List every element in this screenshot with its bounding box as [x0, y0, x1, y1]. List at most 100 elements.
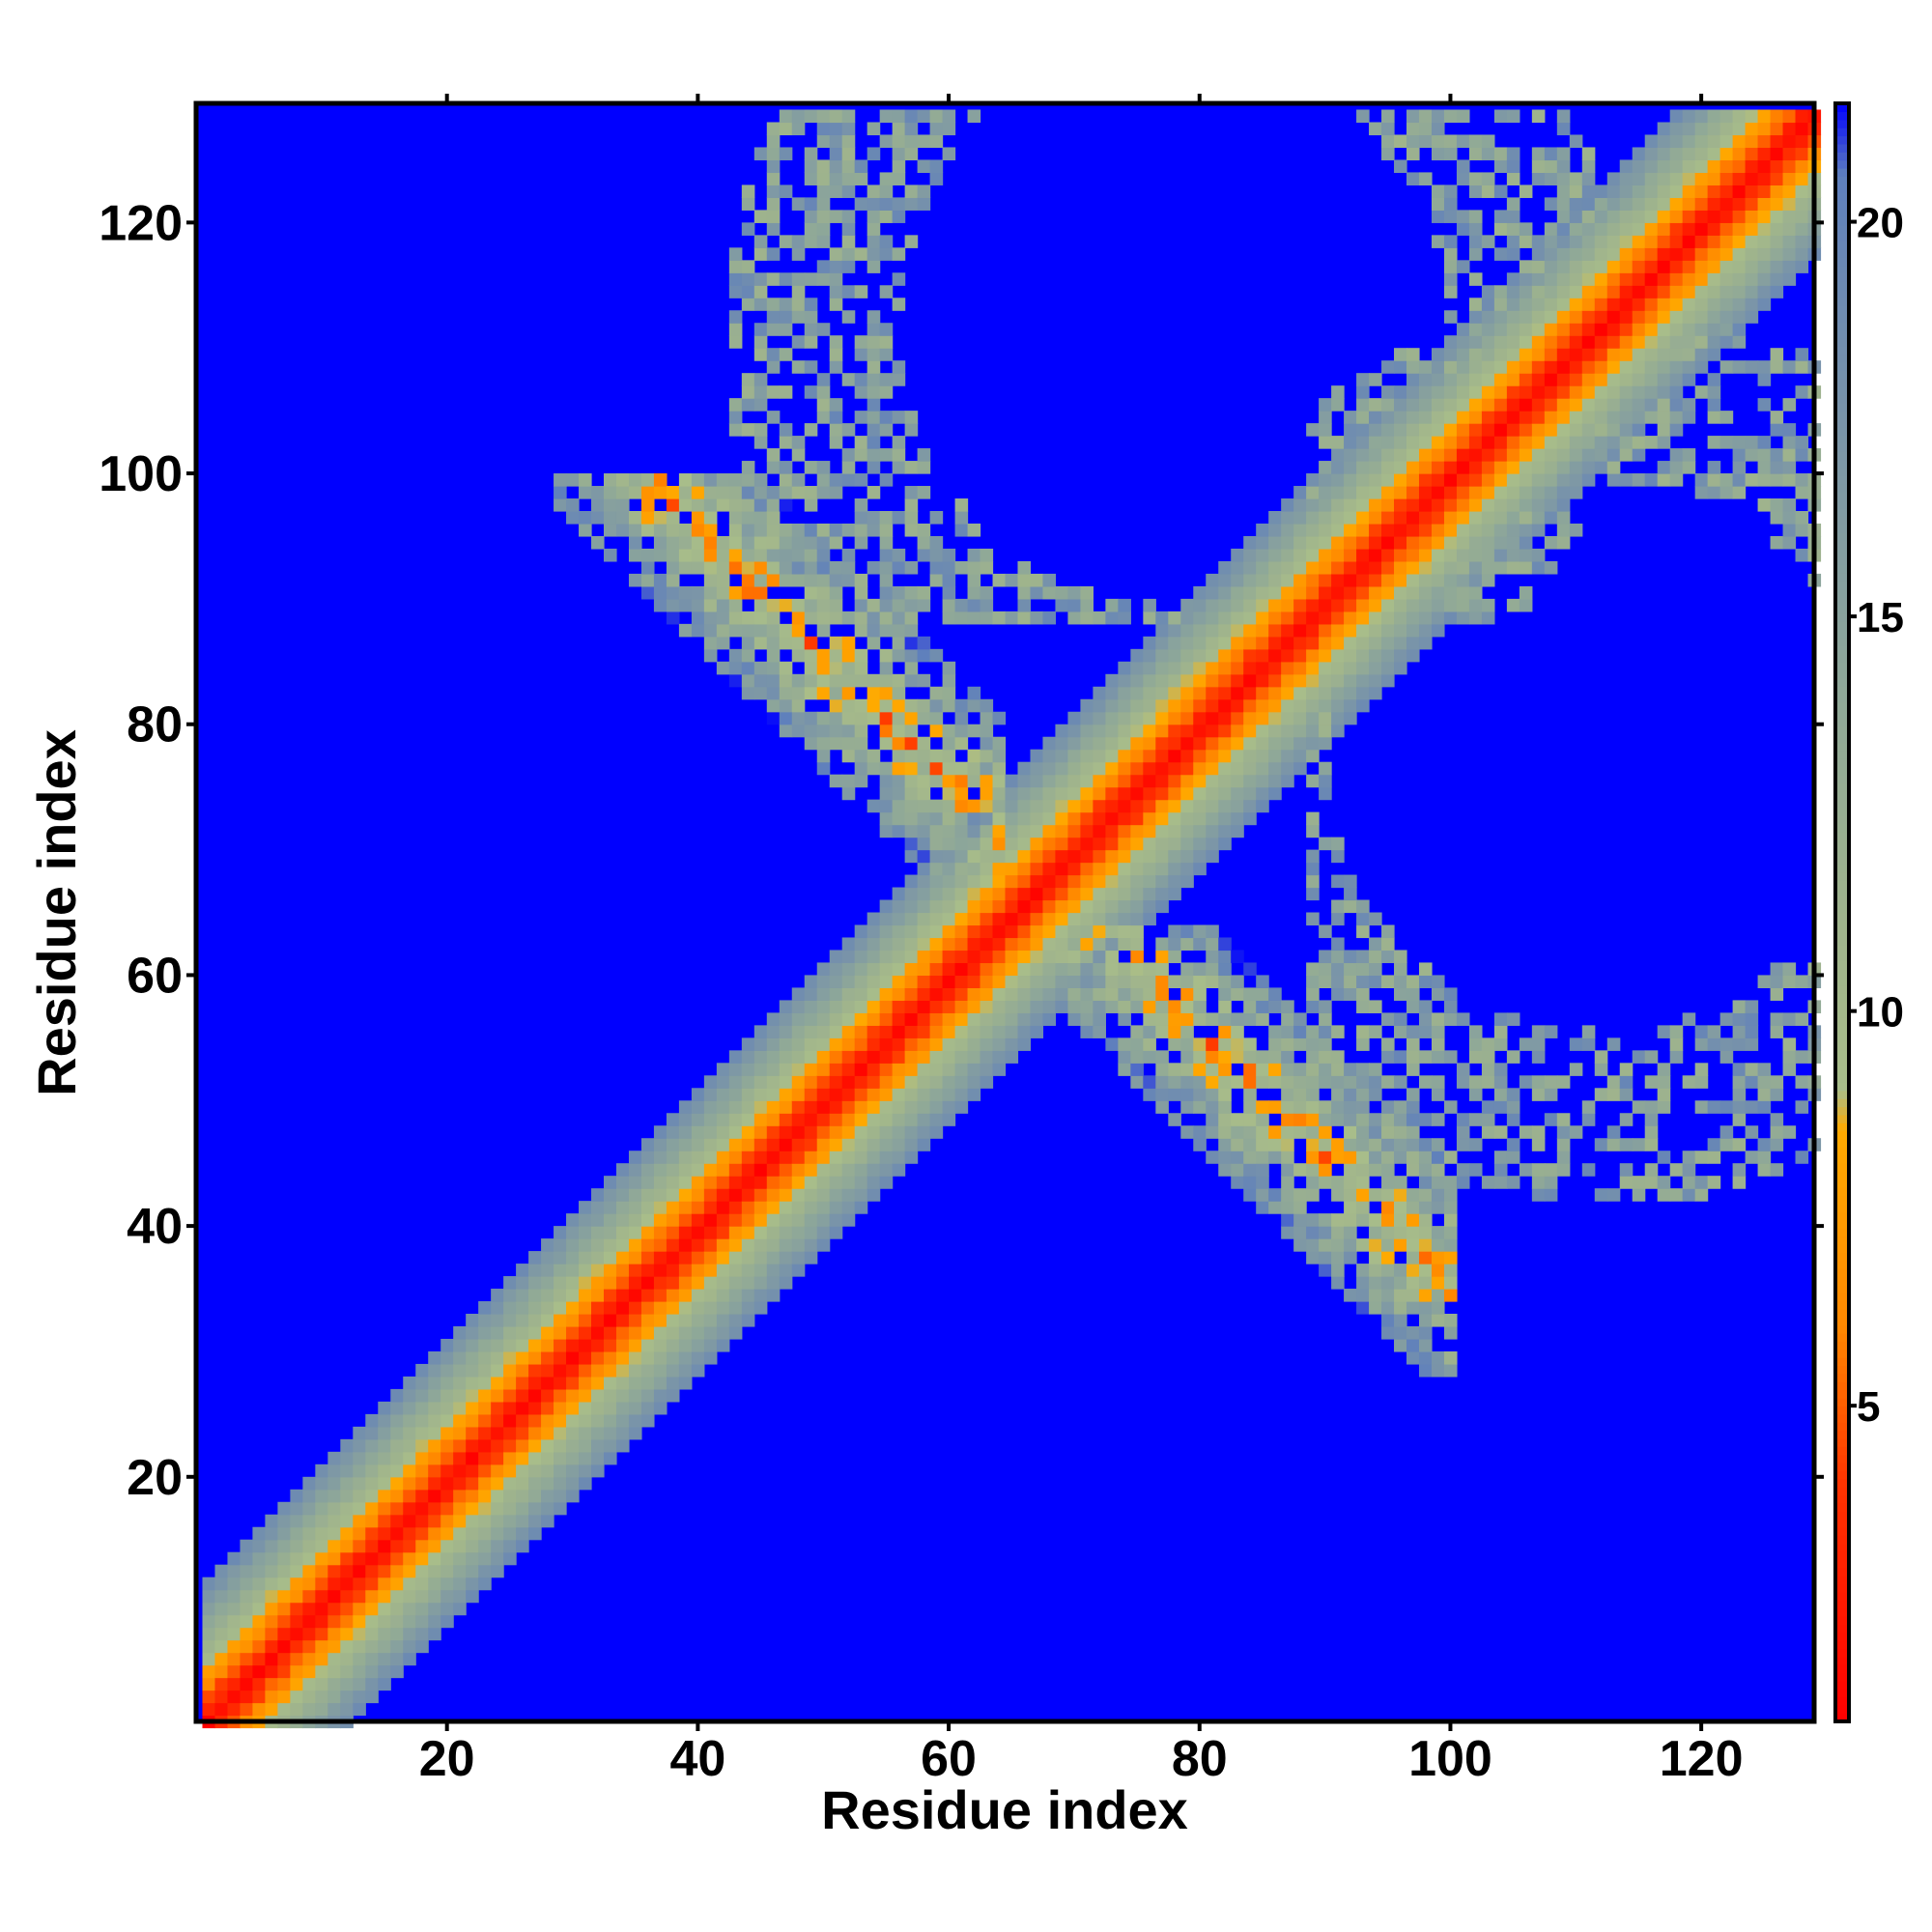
heatmap-cell: [1180, 661, 1194, 675]
heatmap-cell: [1669, 210, 1684, 223]
heatmap-cell: [1206, 761, 1219, 776]
heatmap-cell: [1206, 648, 1219, 663]
heatmap-cell: [1256, 523, 1269, 537]
heatmap-cell: [1281, 749, 1294, 763]
heatmap-cell: [1243, 987, 1257, 1001]
heatmap-cell: [1293, 498, 1307, 512]
heatmap-cell: [942, 1025, 956, 1038]
heatmap-cell: [1293, 698, 1307, 713]
heatmap-cell: [579, 1350, 592, 1365]
heatmap-cell: [942, 611, 956, 625]
heatmap-cell: [753, 1251, 768, 1264]
heatmap-cell: [1644, 147, 1659, 161]
heatmap-cell: [628, 486, 642, 499]
heatmap-cell: [327, 1463, 341, 1478]
heatmap-cell: [453, 1526, 467, 1541]
heatmap-cell: [779, 348, 793, 361]
heatmap-cell: [566, 1238, 580, 1252]
heatmap-cell: [277, 1639, 291, 1654]
heatmap-cell: [1456, 473, 1470, 487]
heatmap-cell: [1418, 1163, 1433, 1177]
heatmap-cell: [1130, 774, 1144, 788]
heatmap-cell: [678, 548, 693, 562]
heatmap-cell: [1682, 147, 1696, 161]
heatmap-cell: [1443, 1238, 1458, 1252]
heatmap-cell: [666, 486, 680, 499]
heatmap-cell: [1243, 648, 1257, 663]
heatmap-cell: [1795, 1050, 1809, 1064]
heatmap-cell: [1468, 498, 1483, 512]
heatmap-cell: [1594, 235, 1608, 248]
heatmap-cell: [1506, 172, 1520, 185]
heatmap-cell: [1243, 724, 1257, 738]
heatmap-cell: [741, 1289, 755, 1302]
heatmap-cell: [491, 1501, 504, 1516]
heatmap-cell: [1206, 950, 1219, 964]
heatmap-cell: [1369, 448, 1382, 462]
heatmap-cell: [1231, 950, 1244, 964]
heatmap-cell: [503, 1376, 517, 1390]
heatmap-cell: [779, 598, 793, 612]
heatmap-cell: [967, 573, 981, 587]
heatmap-cell: [854, 1125, 868, 1139]
heatmap-cell: [703, 1201, 718, 1214]
heatmap-cell: [290, 1614, 303, 1629]
heatmap-cell: [1080, 585, 1094, 600]
colorbar-segment: [1835, 888, 1849, 897]
heatmap-cell: [1556, 373, 1571, 386]
heatmap-cell: [1657, 411, 1671, 424]
heatmap-cell: [1519, 436, 1533, 449]
heatmap-cell: [1256, 661, 1269, 675]
heatmap-cell: [1406, 560, 1420, 575]
heatmap-cell: [980, 962, 994, 977]
heatmap-cell: [1256, 761, 1269, 776]
heatmap-cell: [541, 1325, 554, 1340]
heatmap-cell: [640, 473, 655, 487]
heatmap-cell: [628, 1301, 642, 1315]
heatmap-cell: [1719, 260, 1734, 273]
heatmap-cell: [929, 924, 944, 939]
heatmap-cell: [992, 799, 1007, 813]
heatmap-cell: [1531, 486, 1546, 499]
heatmap-cell: [1481, 335, 1495, 349]
heatmap-cell: [628, 1276, 642, 1290]
heatmap-cell: [615, 473, 630, 487]
heatmap-cell: [1745, 298, 1759, 311]
heatmap-cell: [1319, 786, 1332, 801]
heatmap-cell: [1281, 774, 1294, 788]
heatmap-cell: [1168, 849, 1181, 864]
heatmap-cell: [791, 698, 806, 713]
heatmap-cell: [1556, 235, 1571, 248]
heatmap-cell: [1795, 975, 1809, 988]
heatmap-cell: [1017, 975, 1032, 988]
heatmap-cell: [1067, 837, 1081, 851]
heatmap-cell: [1519, 560, 1533, 575]
heatmap-cell: [1331, 724, 1345, 738]
heatmap-cell: [791, 573, 806, 587]
heatmap-cell: [1331, 398, 1345, 412]
heatmap-cell: [917, 548, 931, 562]
heatmap-cell: [1180, 799, 1194, 813]
heatmap-cell: [703, 548, 718, 562]
heatmap-cell: [1745, 272, 1759, 286]
heatmap-cell: [1369, 1151, 1382, 1164]
heatmap-cell: [1143, 611, 1156, 625]
heatmap-cell: [967, 887, 981, 901]
heatmap-cell: [1005, 611, 1019, 625]
heatmap-cell: [1005, 987, 1019, 1001]
heatmap-cell: [917, 1100, 931, 1114]
heatmap-cell: [929, 573, 944, 587]
heatmap-cell: [1732, 1088, 1747, 1101]
heatmap-cell: [766, 122, 781, 136]
heatmap-cell: [1544, 423, 1558, 437]
heatmap-cell: [904, 937, 919, 952]
heatmap-cell: [942, 548, 956, 562]
heatmap-cell: [1093, 1012, 1106, 1026]
heatmap-cell: [728, 511, 743, 525]
heatmap-cell: [1193, 1138, 1207, 1151]
heatmap-cell: [753, 523, 768, 537]
heatmap-cell: [691, 1201, 705, 1214]
heatmap-cell: [791, 197, 806, 211]
heatmap-cell: [766, 1289, 781, 1302]
heatmap-cell: [1293, 724, 1307, 738]
